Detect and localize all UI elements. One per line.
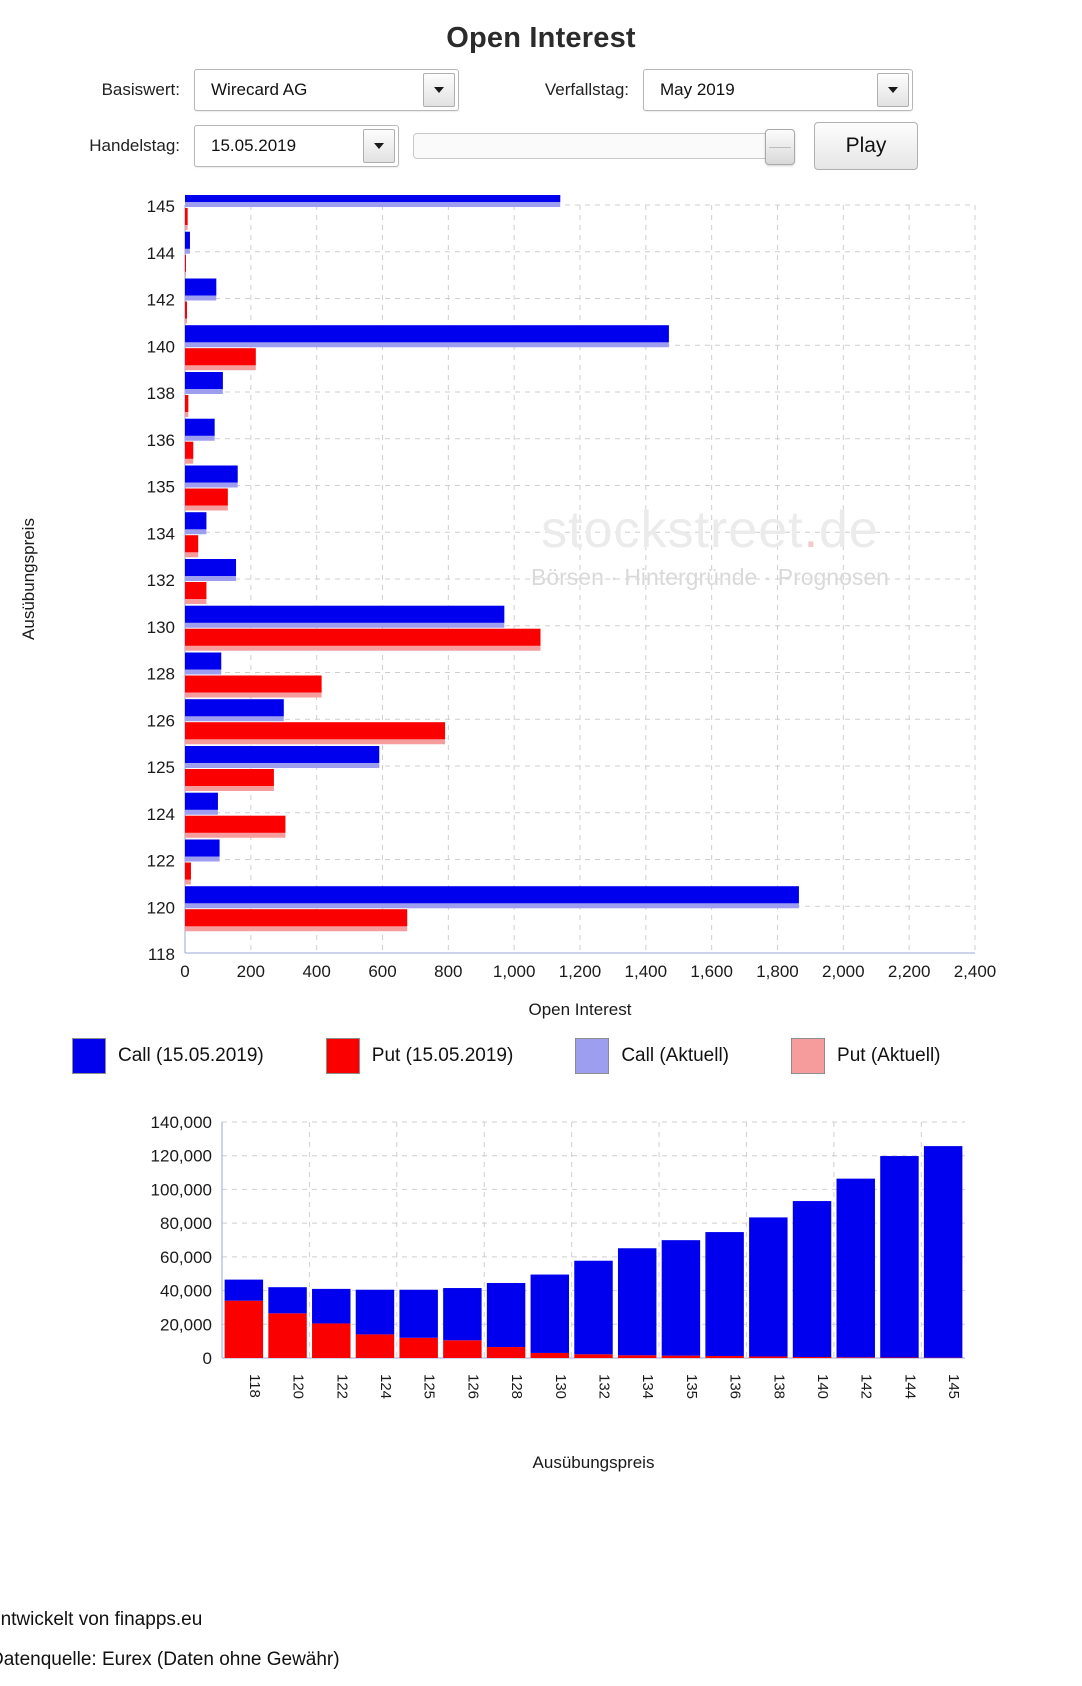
- svg-text:142: 142: [858, 1374, 875, 1399]
- legend-swatch-put-date: [325, 1038, 360, 1074]
- footer-line-2: Datenquelle: Eurex (Daten ohne Gewähr): [0, 1649, 340, 1670]
- chevron-down-icon[interactable]: [363, 129, 395, 163]
- svg-text:60,000: 60,000: [160, 1248, 212, 1267]
- svg-text:600: 600: [368, 962, 396, 981]
- verfallstag-label: Verfallstag:: [544, 80, 629, 99]
- bottom-chart-svg: 0 20,000 40,000 60,000 80,000 100,000 120,000 1…: [151, 1113, 965, 1472]
- handelstag-slider[interactable]: [413, 129, 795, 165]
- controls-row-1: Basiswert: Wirecard AG Verfallstag: May …: [0, 62, 1000, 118]
- svg-text:800: 800: [434, 962, 462, 981]
- svg-text:0: 0: [180, 962, 189, 981]
- svg-text:122: 122: [333, 1374, 350, 1399]
- svg-text:0: 0: [203, 1349, 212, 1368]
- handelstag-select[interactable]: 15.05.2019: [194, 125, 399, 167]
- svg-text:40,000: 40,000: [160, 1282, 212, 1301]
- svg-text:122: 122: [147, 852, 175, 871]
- svg-text:Open Interest: Open Interest: [528, 1000, 631, 1019]
- svg-text:136: 136: [147, 431, 175, 450]
- svg-text:144: 144: [901, 1374, 918, 1399]
- svg-text:140,000: 140,000: [151, 1113, 212, 1132]
- svg-text:1,400: 1,400: [625, 962, 668, 981]
- svg-text:118: 118: [148, 945, 175, 964]
- svg-text:20,000: 20,000: [160, 1315, 212, 1334]
- svg-text:130: 130: [147, 618, 175, 637]
- open-interest-by-strike-chart: 145 144 142 140 138 136 135 134 132 130 128 126 125 1…: [0, 195, 1010, 1065]
- svg-text:145: 145: [147, 197, 175, 216]
- legend-item[interactable]: Put (15.05.2019): [325, 1038, 514, 1074]
- svg-text:200: 200: [237, 962, 265, 981]
- chevron-down-icon[interactable]: [877, 73, 909, 107]
- svg-text:120,000: 120,000: [151, 1147, 212, 1166]
- basiswert-label: Basiswert:: [101, 80, 180, 99]
- basiswert-value: Wirecard AG: [211, 80, 308, 99]
- svg-text:128: 128: [147, 665, 175, 684]
- verfallstag-value: May 2019: [660, 80, 735, 99]
- footer-line-1: entwickelt von finapps.eu: [0, 1609, 203, 1630]
- svg-text:142: 142: [147, 291, 175, 310]
- svg-text:100,000: 100,000: [151, 1180, 212, 1199]
- open-interest-cumulative-chart: 0 20,000 40,000 60,000 80,000 100,000 120,000 1…: [0, 1110, 1010, 1480]
- svg-text:140: 140: [814, 1374, 831, 1399]
- legend-swatch-put-aktuell: [791, 1038, 826, 1074]
- handelstag-value: 15.05.2019: [211, 136, 297, 155]
- legend-label: Call (15.05.2019): [118, 1045, 264, 1066]
- svg-text:140: 140: [147, 337, 175, 356]
- svg-text:132: 132: [596, 1374, 613, 1399]
- svg-text:118: 118: [246, 1374, 263, 1398]
- svg-text:1,800: 1,800: [756, 962, 799, 981]
- page-title: Open Interest: [446, 22, 636, 54]
- svg-text:138: 138: [147, 384, 175, 403]
- svg-text:132: 132: [147, 571, 175, 590]
- svg-text:134: 134: [639, 1374, 656, 1399]
- svg-text:126: 126: [147, 711, 175, 730]
- handelstag-label: Handelstag:: [89, 136, 180, 155]
- svg-text:1,000: 1,000: [493, 962, 536, 981]
- svg-text:126: 126: [464, 1374, 481, 1399]
- footer: entwickelt von finapps.eu Datenquelle: E…: [0, 1600, 340, 1680]
- svg-text:138: 138: [770, 1374, 787, 1399]
- svg-text:136: 136: [727, 1374, 744, 1399]
- svg-text:1,200: 1,200: [559, 962, 602, 981]
- svg-text:145: 145: [945, 1374, 962, 1399]
- basiswert-select[interactable]: Wirecard AG: [194, 69, 459, 111]
- legend-item[interactable]: Call (15.05.2019): [72, 1038, 264, 1074]
- legend-item[interactable]: Call (Aktuell): [575, 1038, 729, 1074]
- legend-label: Put (Aktuell): [837, 1045, 941, 1066]
- svg-text:144: 144: [147, 244, 175, 263]
- main-chart-svg: 145 144 142 140 138 136 135 134 132 130 128 126 125 1…: [19, 195, 997, 1019]
- svg-text:125: 125: [421, 1374, 438, 1399]
- svg-text:2,000: 2,000: [822, 962, 865, 981]
- svg-text:1,600: 1,600: [690, 962, 733, 981]
- svg-text:135: 135: [147, 478, 175, 497]
- controls-row-2: Handelstag: 15.05.2019 Play: [0, 118, 1000, 174]
- legend-swatch-call-date: [72, 1038, 106, 1074]
- svg-text:120: 120: [290, 1374, 307, 1399]
- svg-text:124: 124: [147, 805, 175, 824]
- svg-text:80,000: 80,000: [160, 1214, 212, 1233]
- svg-text:134: 134: [147, 524, 175, 543]
- svg-text:124: 124: [377, 1374, 394, 1399]
- chevron-down-icon[interactable]: [423, 73, 455, 107]
- legend-item[interactable]: Put (Aktuell): [791, 1038, 941, 1074]
- svg-text:128: 128: [508, 1374, 525, 1399]
- svg-text:125: 125: [147, 758, 175, 777]
- svg-text:130: 130: [552, 1374, 569, 1399]
- svg-text:Ausübungspreis: Ausübungspreis: [19, 518, 38, 640]
- svg-text:400: 400: [302, 962, 330, 981]
- slider-handle[interactable]: [765, 129, 795, 165]
- svg-text:120: 120: [147, 898, 175, 917]
- svg-text:2,400: 2,400: [954, 962, 997, 981]
- play-button[interactable]: Play: [814, 122, 918, 170]
- legend-label: Call (Aktuell): [621, 1045, 730, 1066]
- svg-text:Ausübungspreis: Ausübungspreis: [533, 1453, 655, 1472]
- chart-legend: Call (15.05.2019) Put (15.05.2019) Call …: [72, 1038, 1003, 1074]
- legend-swatch-call-aktuell: [575, 1038, 610, 1074]
- controls-panel: Basiswert: Wirecard AG Verfallstag: May …: [0, 62, 1000, 174]
- svg-text:2,200: 2,200: [888, 962, 931, 981]
- legend-label: Put (15.05.2019): [371, 1045, 514, 1066]
- svg-text:135: 135: [683, 1374, 700, 1399]
- verfallstag-select[interactable]: May 2019: [643, 69, 913, 111]
